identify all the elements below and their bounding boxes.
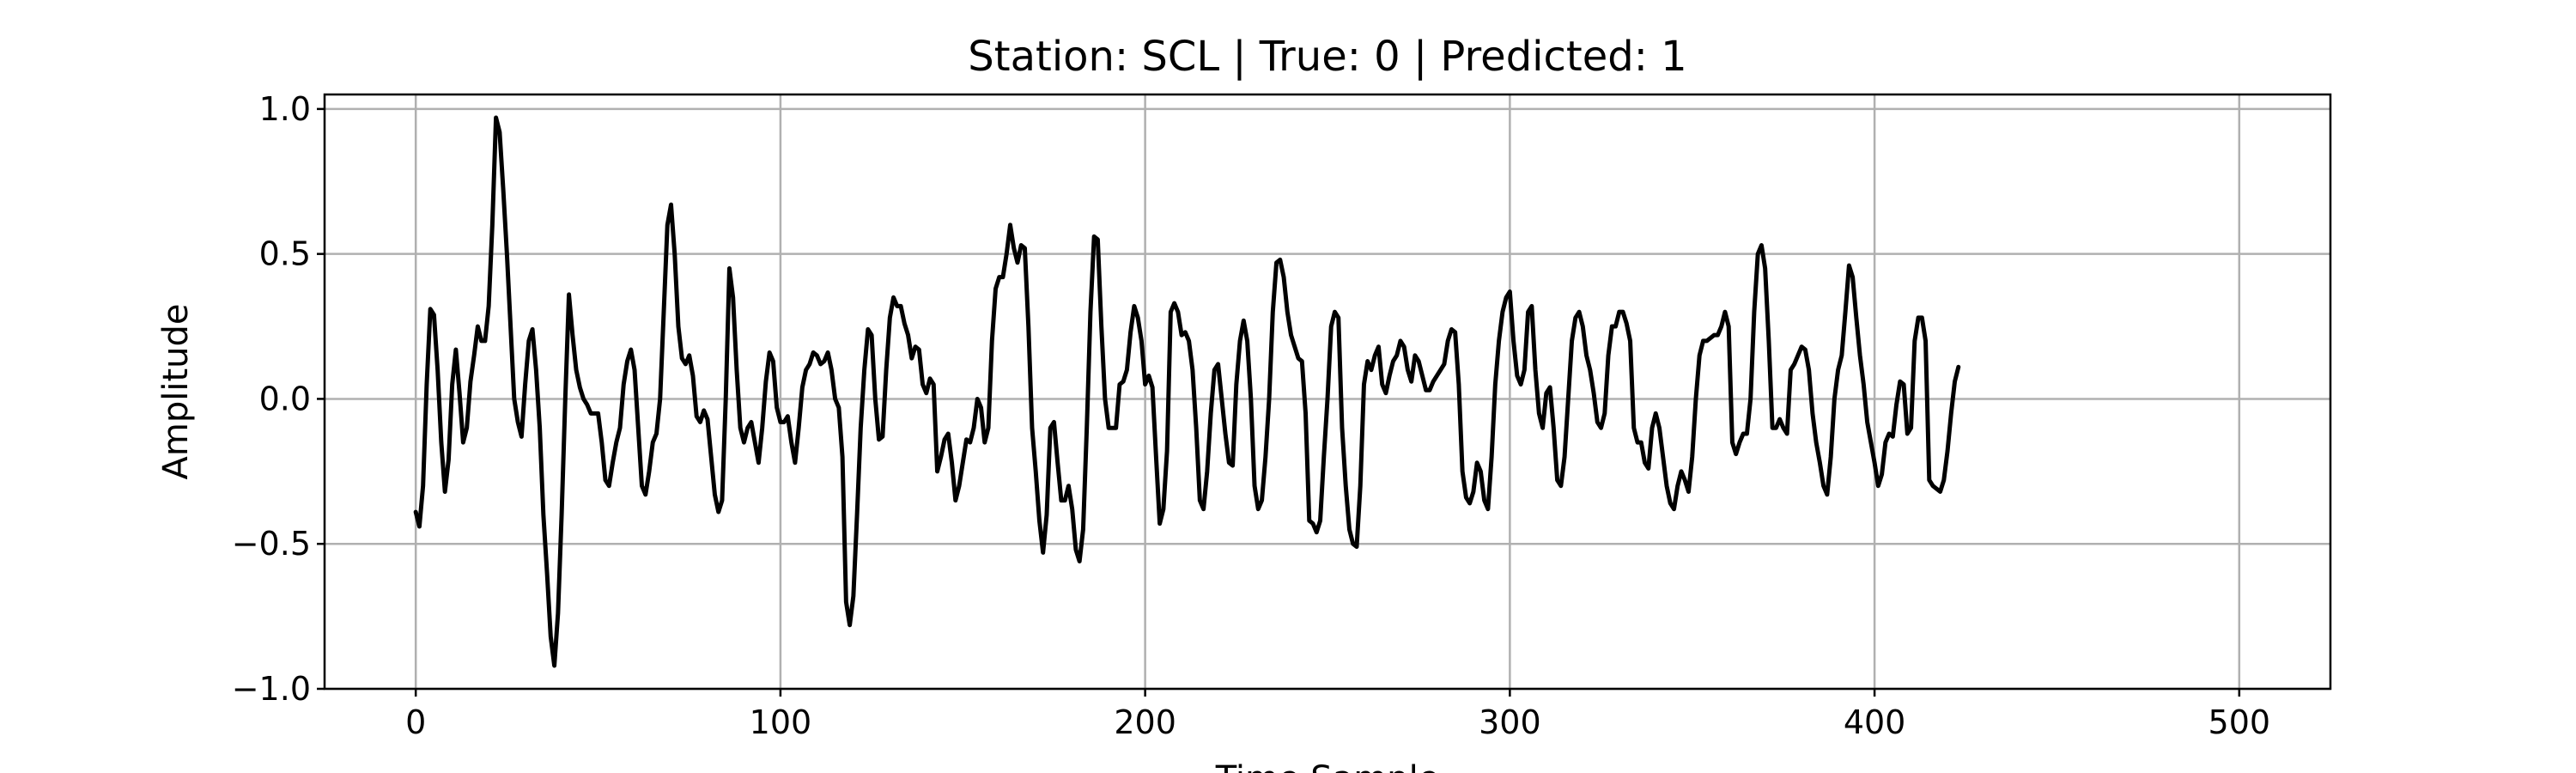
x-tick-label: 400	[1844, 703, 1906, 741]
y-axis-label: Amplitude	[156, 304, 196, 480]
x-tick-label: 300	[1479, 703, 1541, 741]
y-tick-label: −0.5	[232, 525, 311, 563]
y-tick-label: 0.5	[259, 235, 311, 273]
x-tick-label: 500	[2208, 703, 2271, 741]
x-axis-label: Time Sample	[1215, 759, 1440, 773]
y-tick-label: 0.0	[259, 380, 311, 417]
x-tick-label: 200	[1114, 703, 1176, 741]
series-line	[413, 115, 1961, 668]
y-tick-label: −1.0	[232, 670, 311, 708]
axis-ticks: 0 100 200 300 400 500 −1.0 −0.5 0.0 0.5 1.0	[232, 90, 2270, 741]
x-tick-label: 100	[750, 703, 812, 741]
series-layer	[413, 115, 1961, 668]
plot-frame	[323, 93, 2332, 691]
y-tick-label: 1.0	[259, 90, 311, 128]
chart-title: Station: SCL | True: 0 | Predicted: 1	[968, 33, 1686, 81]
x-tick-label: 0	[405, 703, 426, 741]
